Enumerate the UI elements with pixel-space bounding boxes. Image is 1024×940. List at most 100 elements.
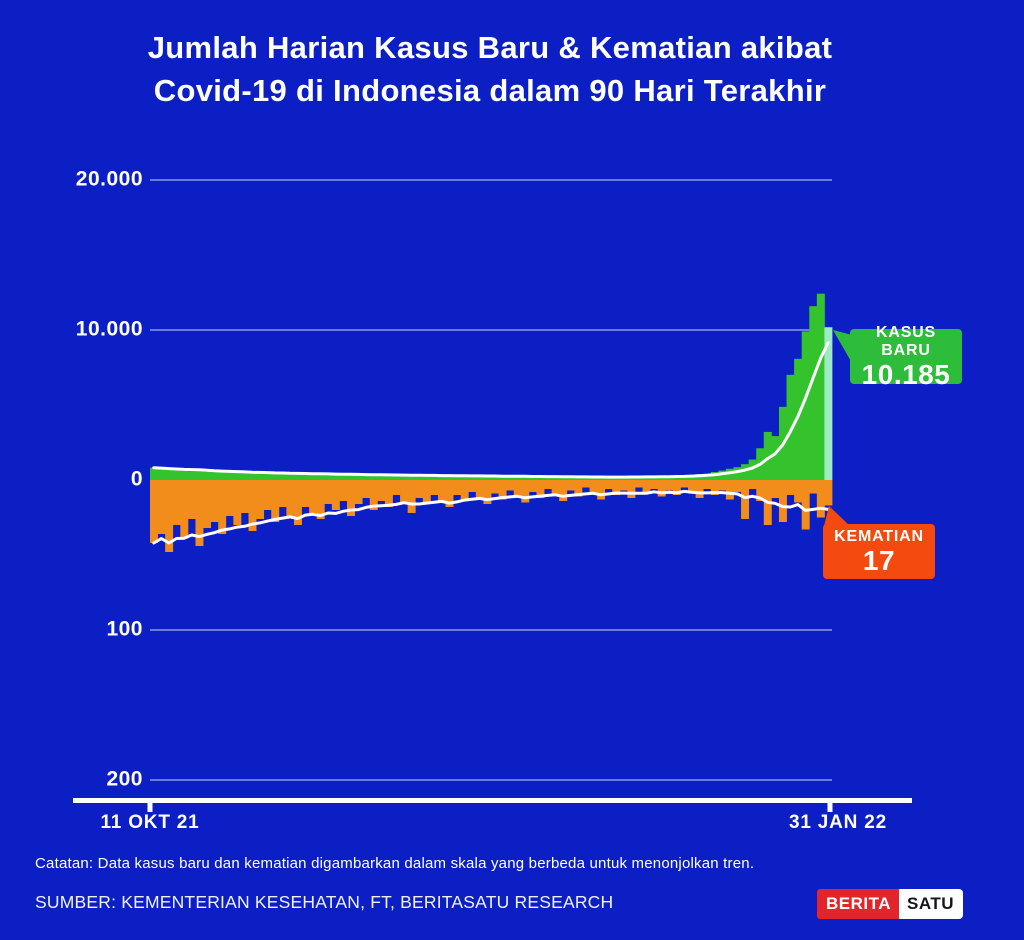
- logo-berita: BERITA: [816, 889, 899, 919]
- kematian-bar: [801, 480, 810, 530]
- kematian-bar: [506, 480, 515, 491]
- page-title: Jumlah Harian Kasus Baru & Kematian akib…: [30, 26, 950, 112]
- callout-kasus-baru: KASUS BARU 10.185: [850, 324, 962, 389]
- kematian-bar: [680, 480, 689, 488]
- kasus-bar: [309, 473, 318, 480]
- kasus-bar: [240, 472, 249, 480]
- kematian-bar: [559, 480, 568, 501]
- kasus-bar: [339, 474, 348, 480]
- kasus-bar: [248, 473, 257, 480]
- kasus-bar: [362, 475, 371, 480]
- x-axis-tick-start: [147, 798, 153, 812]
- kasus-bar: [331, 474, 340, 480]
- kasus-bar: [460, 475, 469, 480]
- kematian-bar: [741, 480, 750, 519]
- kematian-bar: [430, 480, 439, 495]
- kematian-bar: [165, 480, 174, 552]
- beritasatu-logo: BERITA SATU: [816, 889, 963, 919]
- kematian-bar: [483, 480, 492, 504]
- kematian-bar: [786, 480, 795, 495]
- kematian-bar: [778, 480, 787, 522]
- kematian-bar: [544, 480, 553, 489]
- kasus-bar: [150, 467, 158, 480]
- kematian-bar: [415, 480, 424, 498]
- kematian-bar: [612, 480, 621, 495]
- kematian-bar: [453, 480, 462, 495]
- x-tick-label: 31 JAN 22: [788, 812, 888, 833]
- page-title-line2: Covid-19 di Indonesia dalam 90 Hari Tera…: [153, 73, 827, 108]
- kematian-bar: [339, 480, 348, 501]
- kematian-bar: [748, 480, 757, 489]
- kematian-bar: [362, 480, 371, 498]
- kematian-bar: [619, 480, 628, 491]
- kematian-bar: [301, 480, 310, 507]
- kasus-bar: [278, 473, 287, 480]
- kasus-bar: [316, 474, 325, 480]
- kasus-callout-pointer: [833, 330, 852, 363]
- kasus-bar: [286, 473, 295, 480]
- kasus-bar: [786, 374, 795, 480]
- kasus-bar: [824, 327, 833, 480]
- kematian-bar: [574, 480, 583, 497]
- kematian-bar: [551, 480, 560, 495]
- kasus-bar: [195, 470, 204, 480]
- kematian-bar: [816, 480, 825, 518]
- callout-kematian-label: KEMATIAN: [834, 528, 924, 545]
- logo-satu: SATU: [898, 889, 963, 919]
- kematian-bar: [521, 480, 530, 503]
- y-tick-label: 200: [106, 767, 143, 791]
- callout-kematian: KEMATIAN 17: [823, 524, 935, 579]
- source-line: SUMBER: KEMENTERIAN KESEHATAN, FT, BERIT…: [35, 892, 614, 912]
- kasus-bar: [430, 475, 439, 480]
- kasus-bar: [468, 476, 477, 480]
- kasus-bar: [445, 475, 454, 480]
- kematian-bar: [331, 480, 340, 510]
- kematian-bar: [324, 480, 333, 504]
- callout-kematian-value: 17: [862, 545, 896, 576]
- kasus-bar: [453, 476, 462, 480]
- kematian-bar: [589, 480, 598, 494]
- kasus-bar: [324, 474, 333, 480]
- kasus-bar: [369, 474, 378, 480]
- kematian-bar: [316, 480, 325, 519]
- kematian-bar: [286, 480, 295, 516]
- kasus-bar: [589, 477, 598, 480]
- kasus-bar: [566, 476, 575, 480]
- kasus-bar: [415, 475, 424, 480]
- kasus-bar: [665, 476, 674, 480]
- kematian-bar: [604, 480, 613, 489]
- kematian-bar: [248, 480, 257, 531]
- kasus-bar: [203, 471, 212, 480]
- kasus-trend-line: [152, 341, 830, 479]
- kasus-bar: [816, 293, 825, 480]
- kematian-bar: [536, 480, 545, 498]
- kasus-bar: [483, 476, 492, 480]
- kasus-bar: [384, 475, 393, 480]
- kematian-bar: [475, 480, 484, 498]
- kematian-bar: [256, 480, 265, 519]
- kematian-bar: [597, 480, 606, 500]
- kasus-bar: [377, 475, 386, 480]
- kematian-bar: [172, 480, 181, 525]
- kasus-bar: [218, 471, 227, 480]
- kematian-bar: [468, 480, 477, 492]
- kasus-bar: [741, 464, 750, 480]
- kasus-bar: [347, 474, 355, 480]
- footnote: Catatan: Data kasus baru dan kematian di…: [35, 855, 755, 872]
- kasus-bar: [528, 476, 537, 480]
- kasus-bar: [271, 473, 280, 480]
- kasus-bar: [187, 471, 196, 480]
- kasus-bar: [172, 470, 181, 480]
- kasus-bar: [392, 475, 401, 480]
- kematian-bar: [627, 480, 636, 498]
- kematian-bar: [150, 480, 158, 543]
- kematian-bar: [293, 480, 302, 525]
- kematian-bar: [771, 480, 780, 498]
- kasus-bar: [256, 472, 265, 480]
- page-title-line1: Jumlah Harian Kasus Baru & Kematian akib…: [147, 30, 833, 65]
- y-tick-label: 10.000: [75, 317, 143, 341]
- y-tick-label: 20.000: [75, 167, 143, 191]
- kasus-bar: [437, 475, 446, 480]
- kematian-bar: [695, 480, 704, 498]
- kematian-bar: [218, 480, 227, 534]
